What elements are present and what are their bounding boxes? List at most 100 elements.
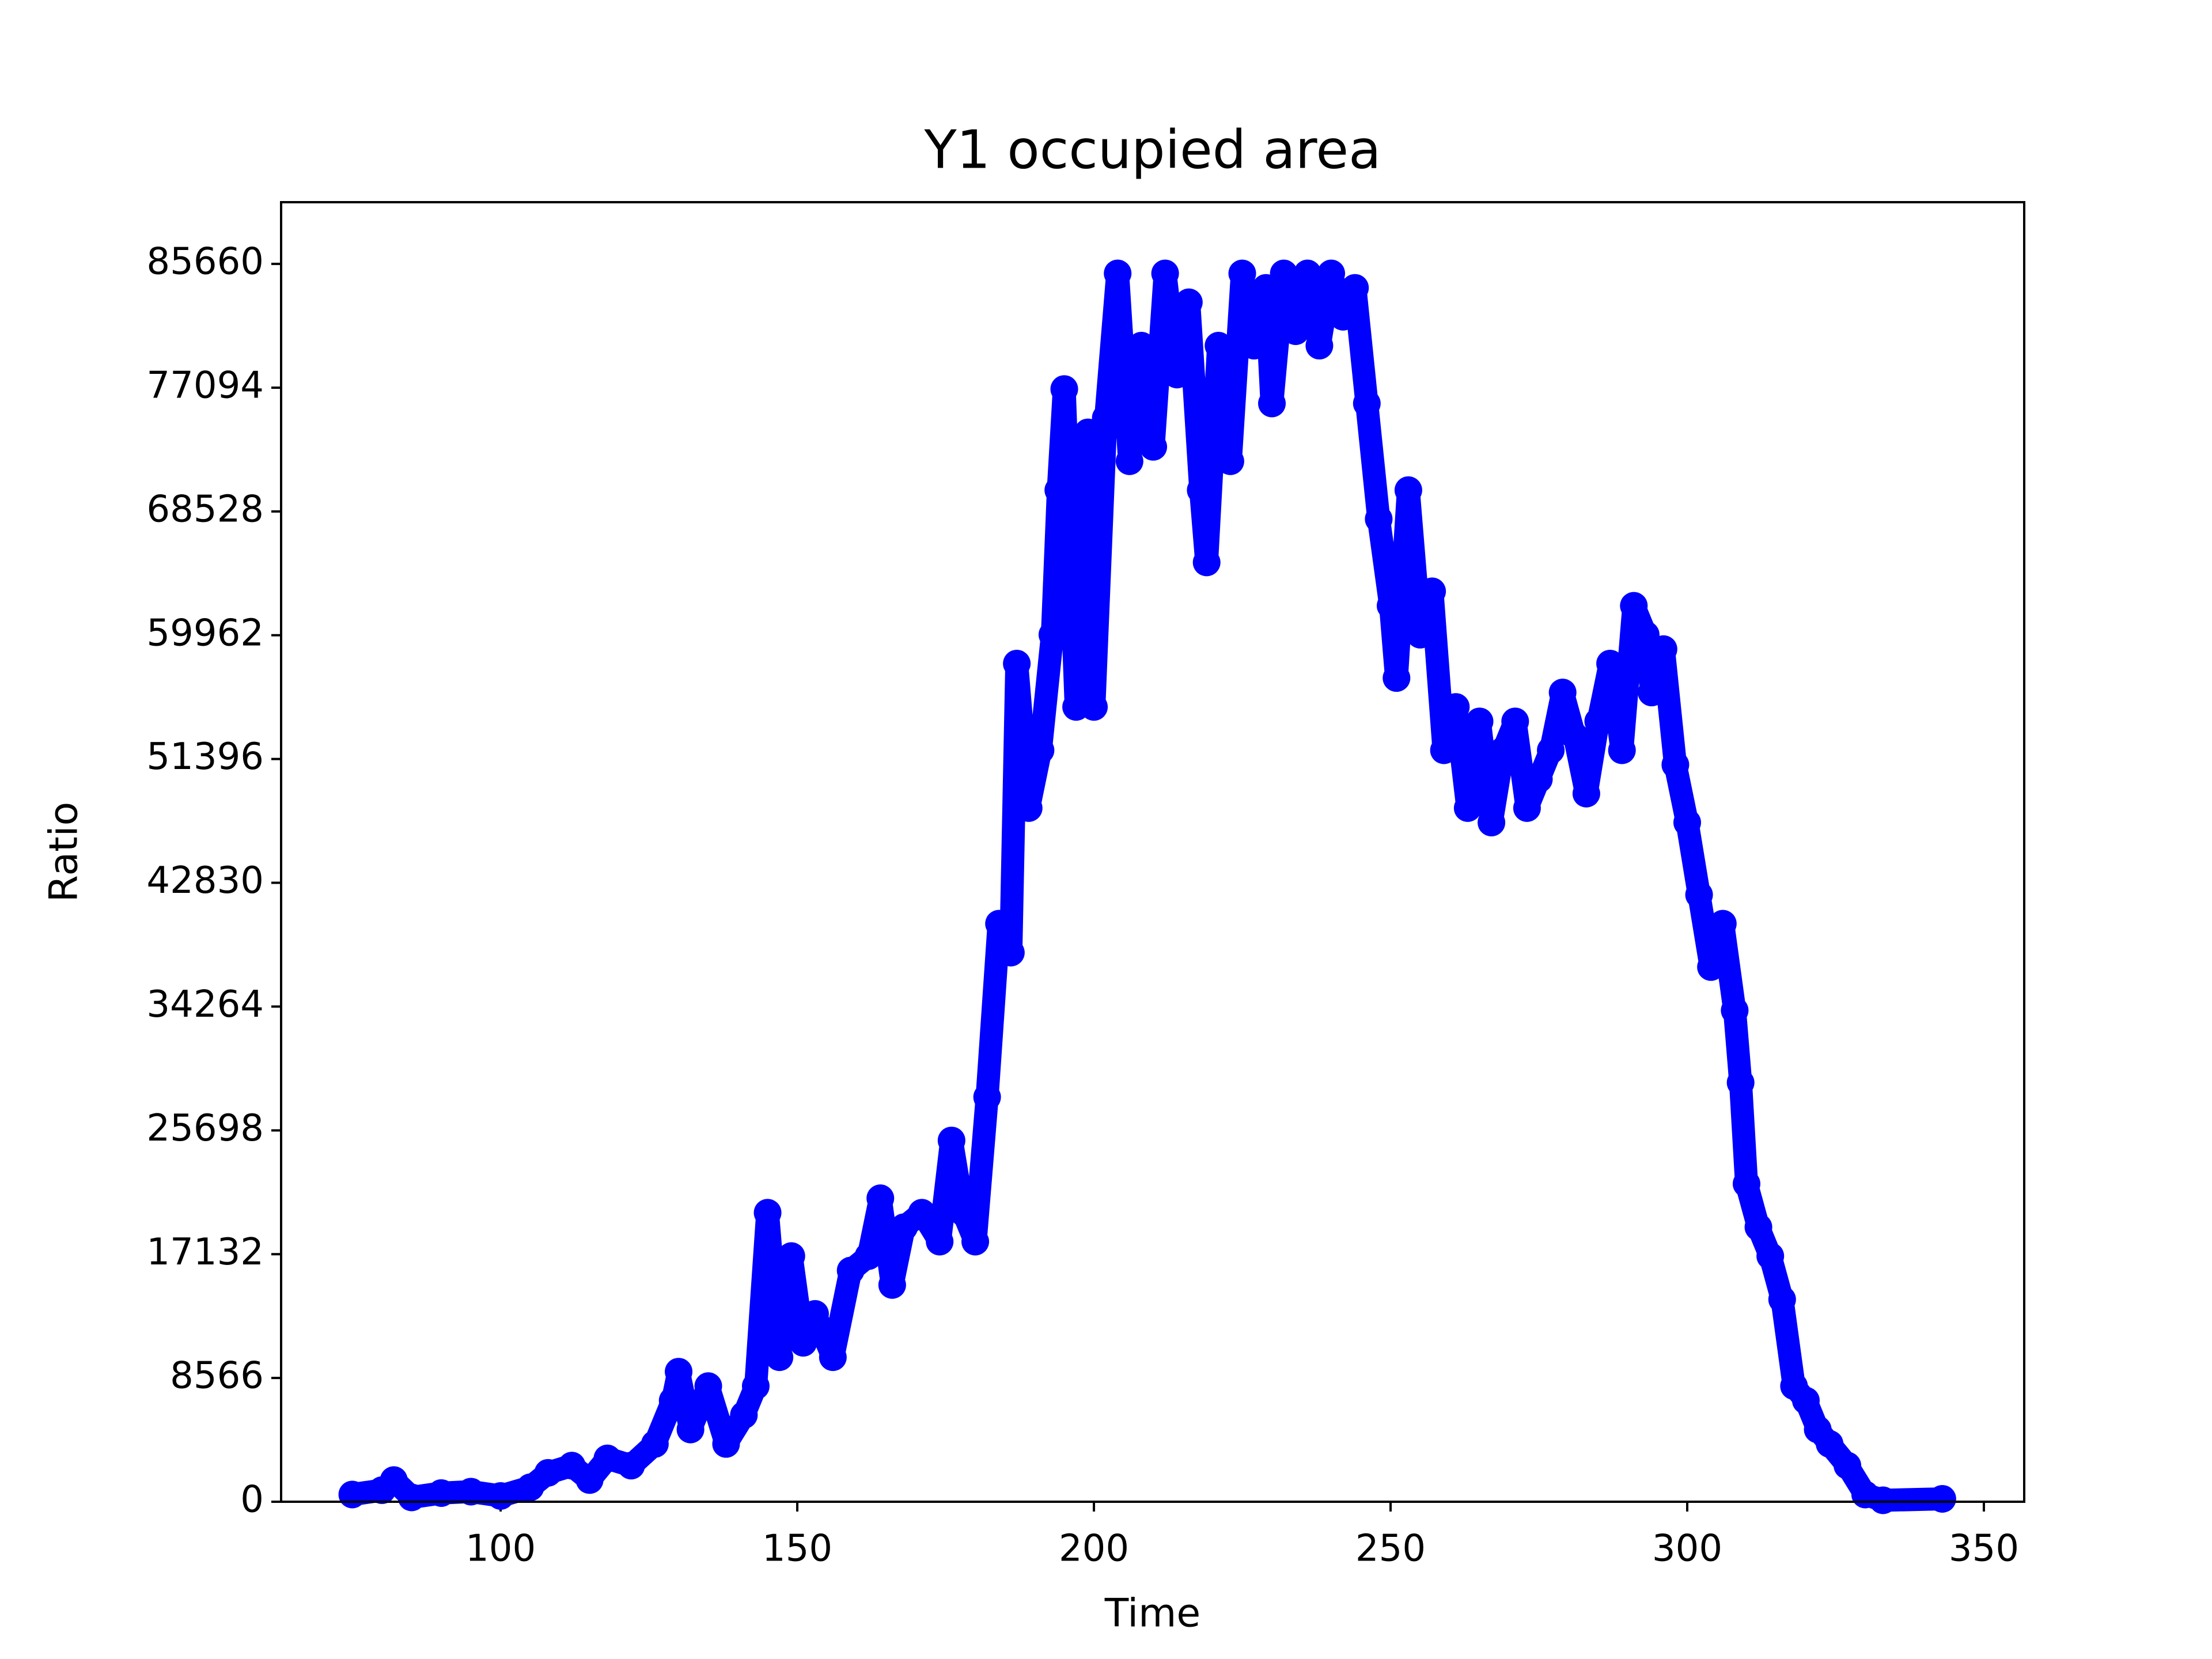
data-point xyxy=(777,1242,805,1270)
data-point xyxy=(1548,679,1577,707)
data-point xyxy=(1620,592,1648,620)
data-point xyxy=(534,1459,562,1487)
data-point xyxy=(1187,476,1215,504)
data-point xyxy=(1216,447,1244,475)
y-axis-label: Ratio xyxy=(41,802,87,903)
x-axis-label: Time xyxy=(1104,1591,1200,1637)
data-point xyxy=(1258,389,1286,418)
data-point xyxy=(380,1466,408,1494)
data-point xyxy=(1115,447,1143,475)
plot-frame xyxy=(280,201,2025,1503)
x-tick-label: 350 xyxy=(1949,1528,2019,1570)
data-point xyxy=(1329,302,1357,331)
data-point xyxy=(1816,1430,1844,1458)
data-point xyxy=(908,1199,936,1227)
data-point xyxy=(593,1444,622,1472)
data-point xyxy=(1240,332,1268,360)
x-tick-label: 100 xyxy=(465,1528,536,1570)
data-point xyxy=(753,1199,782,1227)
data-point xyxy=(1465,707,1494,736)
data-point xyxy=(973,1083,1001,1111)
data-point xyxy=(1584,707,1612,736)
data-point xyxy=(1537,736,1565,764)
y-tick-label: 59962 xyxy=(146,612,264,654)
data-point xyxy=(1442,693,1470,721)
data-point xyxy=(1394,476,1422,504)
data-point xyxy=(1560,722,1589,750)
data-point xyxy=(766,1343,794,1372)
data-point xyxy=(397,1483,426,1512)
x-tick-label: 300 xyxy=(1652,1528,1722,1570)
data-point xyxy=(741,1372,770,1400)
data-point xyxy=(1525,765,1553,793)
data-point xyxy=(1744,1213,1772,1241)
data-point xyxy=(1050,375,1078,403)
y-tick-label: 85660 xyxy=(146,241,264,283)
y-tick-label: 17132 xyxy=(146,1231,264,1274)
data-point xyxy=(1430,736,1458,764)
data-point xyxy=(1685,881,1713,909)
data-point xyxy=(1305,332,1334,360)
data-point xyxy=(1282,317,1310,345)
data-point xyxy=(997,938,1025,967)
data-point xyxy=(1293,259,1321,287)
data-line xyxy=(350,262,1943,1512)
data-point xyxy=(1044,476,1073,504)
data-point xyxy=(1709,910,1737,938)
data-point xyxy=(1317,259,1346,287)
data-point xyxy=(665,1358,693,1386)
data-point xyxy=(866,1184,895,1213)
data-point xyxy=(338,1480,366,1509)
data-point xyxy=(1139,433,1168,461)
data-point xyxy=(1649,635,1677,663)
data-point xyxy=(1489,736,1517,764)
y-tick-label: 77094 xyxy=(146,365,264,407)
data-point xyxy=(1596,649,1624,677)
data-point xyxy=(1228,259,1256,287)
data-point xyxy=(1377,592,1405,620)
data-point xyxy=(1768,1285,1796,1313)
chart-title: Y1 occupied area xyxy=(923,119,1381,180)
data-point xyxy=(712,1430,740,1458)
data-point xyxy=(1721,997,1749,1025)
data-point xyxy=(926,1228,954,1256)
data-point xyxy=(1756,1242,1785,1270)
y-tick-label: 42830 xyxy=(146,859,264,902)
data-point xyxy=(1513,794,1541,822)
data-point xyxy=(937,1126,965,1154)
data-point xyxy=(1092,404,1120,432)
data-point xyxy=(694,1372,722,1400)
data-point xyxy=(575,1466,604,1494)
data-point xyxy=(1418,577,1446,605)
data-point xyxy=(1928,1484,1956,1513)
data-point xyxy=(878,1271,906,1299)
data-point xyxy=(1791,1387,1820,1415)
data-point xyxy=(1834,1452,1862,1480)
x-tick-label: 250 xyxy=(1355,1528,1426,1570)
data-point xyxy=(1163,361,1191,389)
data-point xyxy=(1027,736,1055,764)
data-point xyxy=(1608,736,1636,764)
data-point xyxy=(1365,505,1393,533)
data-point xyxy=(1638,679,1666,707)
data-point xyxy=(487,1482,515,1510)
data-point xyxy=(617,1452,645,1480)
data-point xyxy=(1038,620,1066,649)
data-point xyxy=(1104,259,1132,287)
y-tick-label: 8566 xyxy=(170,1355,264,1397)
data-point xyxy=(730,1401,758,1429)
data-point xyxy=(1014,794,1043,822)
data-point xyxy=(854,1242,882,1270)
data-point xyxy=(658,1387,687,1415)
data-point xyxy=(1732,1170,1760,1198)
data-point xyxy=(1572,779,1600,808)
y-tick-label: 0 xyxy=(240,1479,264,1521)
x-tick-label: 200 xyxy=(1059,1528,1129,1570)
data-point xyxy=(1353,389,1381,418)
data-point xyxy=(819,1343,847,1372)
data-point xyxy=(789,1329,817,1357)
data-point xyxy=(1869,1486,1897,1514)
data-point xyxy=(1501,707,1529,736)
data-point xyxy=(1406,620,1434,649)
